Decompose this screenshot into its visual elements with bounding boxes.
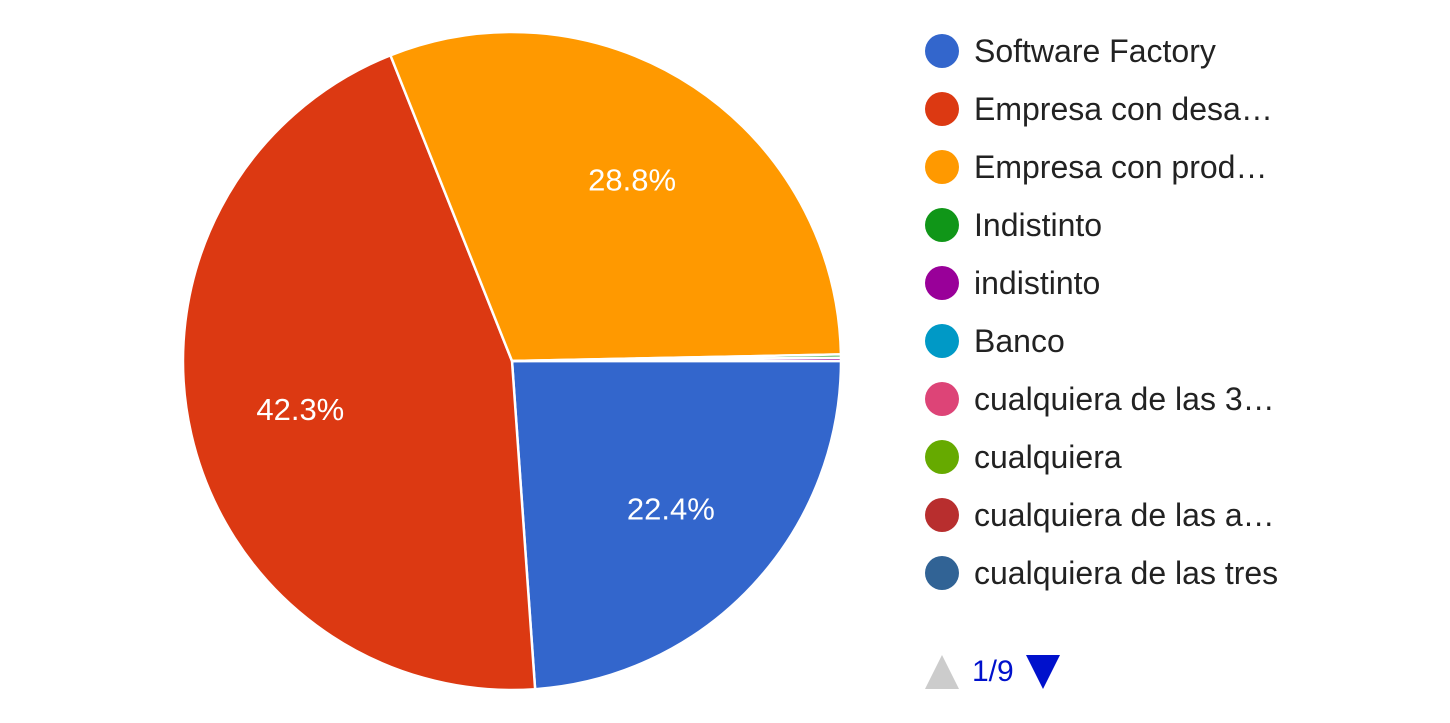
legend-item-7[interactable]: cualquiera [925, 428, 1425, 486]
pie-slice-4[interactable] [511, 356, 843, 363]
pie-slice-label-0: 22.4% [627, 492, 715, 527]
legend-swatch-7 [925, 440, 959, 474]
legend-label-6: cualquiera de las 3… [974, 380, 1275, 417]
legend-item-2[interactable]: Empresa con prod… [925, 138, 1425, 196]
legend-label-2: Empresa con prod… [974, 148, 1268, 185]
legend: Software Factory Empresa con desa… Empresa… [925, 22, 1425, 602]
pie-slice-1[interactable] [181, 53, 537, 692]
pie-slice-0[interactable] [510, 359, 843, 691]
legend-swatch-2 [925, 150, 959, 184]
legend-swatch-8 [925, 498, 959, 532]
legend-label-4: indistinto [974, 264, 1101, 301]
legend-swatch-5 [925, 324, 959, 358]
legend-swatch-3 [925, 208, 959, 242]
legend-pager: 1/9 [925, 652, 1060, 692]
legend-swatch-6 [925, 382, 959, 416]
legend-label-8: cualquiera de las a… [974, 496, 1275, 533]
legend-label-0: Software Factory [974, 32, 1216, 69]
legend-swatch-1 [925, 92, 959, 126]
legend-swatch-0 [925, 34, 959, 68]
legend-item-4[interactable]: indistinto [925, 254, 1425, 312]
pager-text: 1/9 [972, 655, 1014, 688]
legend-item-8[interactable]: cualquiera de las a… [925, 486, 1425, 544]
pie-slices [181, 30, 843, 692]
legend-item-9[interactable]: cualquiera de las tres [925, 544, 1425, 602]
pie-slice-labels: 22.4% 42.3% 28.8% [256, 163, 714, 527]
legend-item-1[interactable]: Empresa con desa… [925, 80, 1425, 138]
legend-item-5[interactable]: Banco [925, 312, 1425, 370]
pie-slice-label-2: 28.8% [588, 163, 676, 198]
legend-swatch-4 [925, 266, 959, 300]
legend-item-3[interactable]: Indistinto [925, 196, 1425, 254]
legend-label-9: cualquiera de las tres [974, 554, 1279, 591]
legend-label-1: Empresa con desa… [974, 90, 1273, 127]
legend-item-6[interactable]: cualquiera de las 3… [925, 370, 1425, 428]
pie-slice-2[interactable] [388, 30, 843, 363]
pager-up-icon[interactable] [925, 655, 959, 689]
legend-label-7: cualquiera [974, 438, 1122, 475]
pie-slice-label-1: 42.3% [256, 392, 344, 427]
legend-label-5: Banco [974, 322, 1065, 359]
pager-down-icon[interactable] [1025, 655, 1060, 689]
legend-label-3: Indistinto [974, 206, 1103, 243]
legend-item-0[interactable]: Software Factory [925, 22, 1425, 80]
legend-swatch-9 [925, 556, 959, 590]
